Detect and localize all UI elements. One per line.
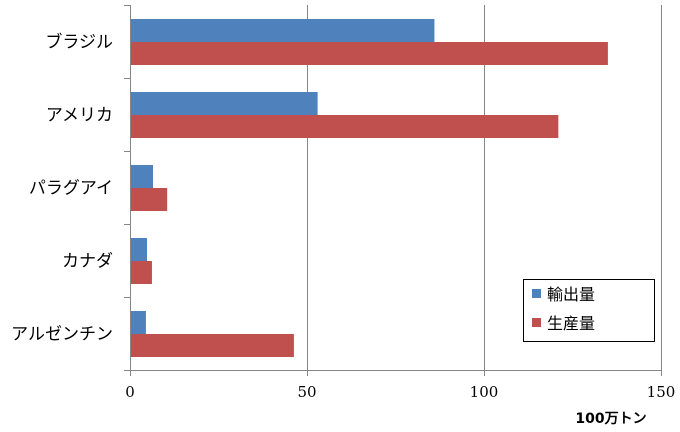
legend-label-series-1: 生産量 [547,314,595,333]
bar-series-1-category-4 [130,334,294,357]
x-tick-label-2: 100 [470,383,499,401]
category-label-1: アメリカ [46,106,113,126]
legend-box [523,279,655,342]
legend: 輸出量 生産量 [523,279,655,342]
bar-series-0-category-4 [130,311,146,334]
bar-series-0-category-1 [130,92,318,115]
axes [124,5,662,376]
bar-series-0-category-3 [130,238,147,261]
x-tick-labels: 0 50 100 150 [125,383,675,401]
legend-swatch-series-0 [532,289,541,298]
bar-series-1-category-0 [130,42,608,65]
category-label-4: アルゼンチン [11,325,113,345]
bar-series-1-category-1 [130,115,559,138]
category-label-3: カナダ [62,252,113,272]
bar-series-1-category-3 [130,261,152,284]
legend-swatch-series-1 [532,318,541,327]
bar-series-0-category-2 [130,165,154,188]
x-tick-label-0: 0 [125,383,135,401]
bars [130,19,608,357]
bar-series-1-category-2 [130,188,168,211]
category-label-2: パラグアイ [29,179,113,199]
bar-series-0-category-0 [130,19,435,42]
legend-label-series-0: 輸出量 [547,285,595,304]
x-tick-label-1: 50 [297,383,316,401]
category-label-0: ブラジル [45,32,113,53]
gridlines [307,5,662,370]
x-axis-label: 100万トン [575,411,646,427]
x-tick-label-3: 150 [647,383,676,401]
